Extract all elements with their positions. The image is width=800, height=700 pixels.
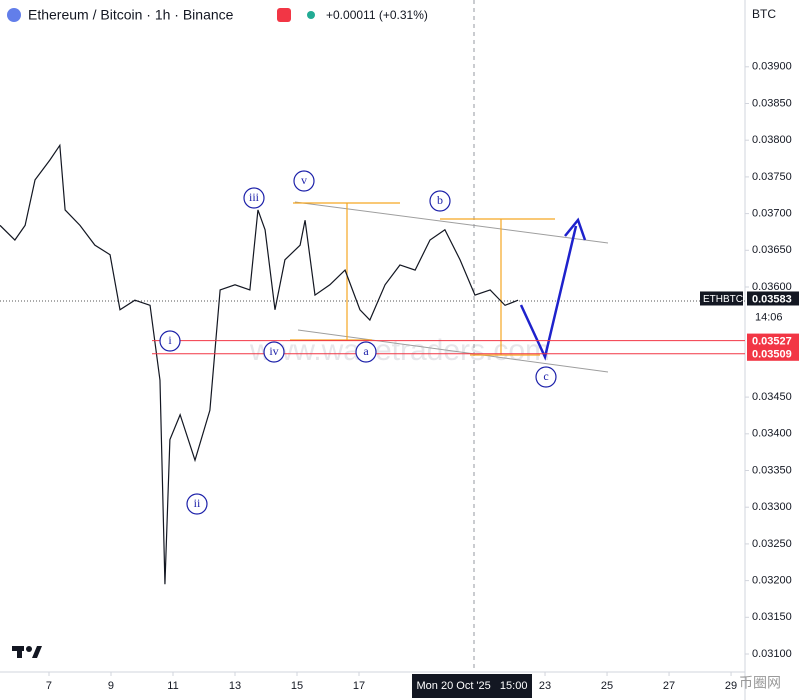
x-tick-label: 27 <box>663 680 675 692</box>
wave-label: iv <box>269 344 278 358</box>
x-tick-label: 13 <box>229 680 241 692</box>
y-tick-label: 0.03200 <box>752 575 792 587</box>
level-tag <box>747 346 799 361</box>
title: Ethereum / Bitcoin · 1h · Binance <box>28 7 234 23</box>
wave-circle <box>186 493 208 515</box>
change: +0.00011 (+0.31%) <box>326 8 428 22</box>
last-price-label: 0.03583 <box>752 293 792 305</box>
y-tick-label: 0.03800 <box>752 134 792 146</box>
symbol-label: ETHBTC <box>703 294 743 305</box>
crosshair-label: Mon 20 Oct '25 15:00 <box>417 680 528 692</box>
y-tick-label: 0.03700 <box>752 208 792 220</box>
wave-circle <box>429 190 451 212</box>
wave-circle <box>293 170 315 192</box>
y-tick-label: 0.03250 <box>752 538 792 550</box>
wave-circle <box>535 366 557 388</box>
x-tick-label: 15 <box>291 680 303 692</box>
level-label: 0.03509 <box>752 349 792 361</box>
y-tick-label: 0.03850 <box>752 97 792 109</box>
wave-label: ii <box>194 496 201 510</box>
wave-label: iii <box>249 190 260 204</box>
y-tick-label: 0.03350 <box>752 464 792 476</box>
wave-circle <box>263 341 285 363</box>
y-tick-label: 0.03400 <box>752 428 792 440</box>
fib-boxes <box>290 202 555 356</box>
y-tick-label: 0.03450 <box>752 391 792 403</box>
y-tick-label: 0.03750 <box>752 171 792 183</box>
y-tick-label: 0.03600 <box>752 281 792 293</box>
y-tick-label: 0.03650 <box>752 244 792 256</box>
y-tick-label: 0.03150 <box>752 611 792 623</box>
currency: BTC <box>752 7 776 21</box>
price-line-series <box>0 143 519 585</box>
wave-circle <box>243 187 265 209</box>
wave-label: a <box>363 344 369 358</box>
flag <box>277 8 291 22</box>
watermark: www.wavetraders.com <box>249 334 550 367</box>
wave-circle <box>355 341 377 363</box>
y-tick-label: 0.03900 <box>752 61 792 73</box>
tradingview-logo <box>12 646 42 658</box>
wave-label: v <box>301 173 307 187</box>
y-tick-label: 0.03300 <box>752 501 792 513</box>
x-tick-label: 9 <box>108 680 114 692</box>
status-dot <box>307 11 315 19</box>
level-tag <box>747 333 799 348</box>
crosshair-label-bg <box>412 674 532 698</box>
projection-arrow <box>519 217 587 361</box>
wave-circle <box>159 330 181 352</box>
y-tick-label: 0.03100 <box>752 648 792 660</box>
countdown: 14:06 <box>755 311 783 323</box>
wave-label: c <box>543 369 548 383</box>
wave-label: b <box>437 193 443 207</box>
level-label: 0.03527 <box>752 335 792 347</box>
brand: 币圈网 <box>739 675 781 691</box>
coin-icon <box>7 8 21 22</box>
last-price-tag <box>747 291 799 306</box>
x-tick-label: 23 <box>539 680 551 692</box>
symbol-tag <box>700 291 743 306</box>
wave-label: i <box>168 333 172 347</box>
x-tick-label: 29 <box>725 680 737 692</box>
x-tick-label: 25 <box>601 680 613 692</box>
x-tick-label: 17 <box>353 680 365 692</box>
x-tick-label: 7 <box>46 680 52 692</box>
header: Ethereum / Bitcoin · 1h · Binance +0.000… <box>7 7 428 23</box>
x-tick-label: 11 <box>167 680 178 692</box>
